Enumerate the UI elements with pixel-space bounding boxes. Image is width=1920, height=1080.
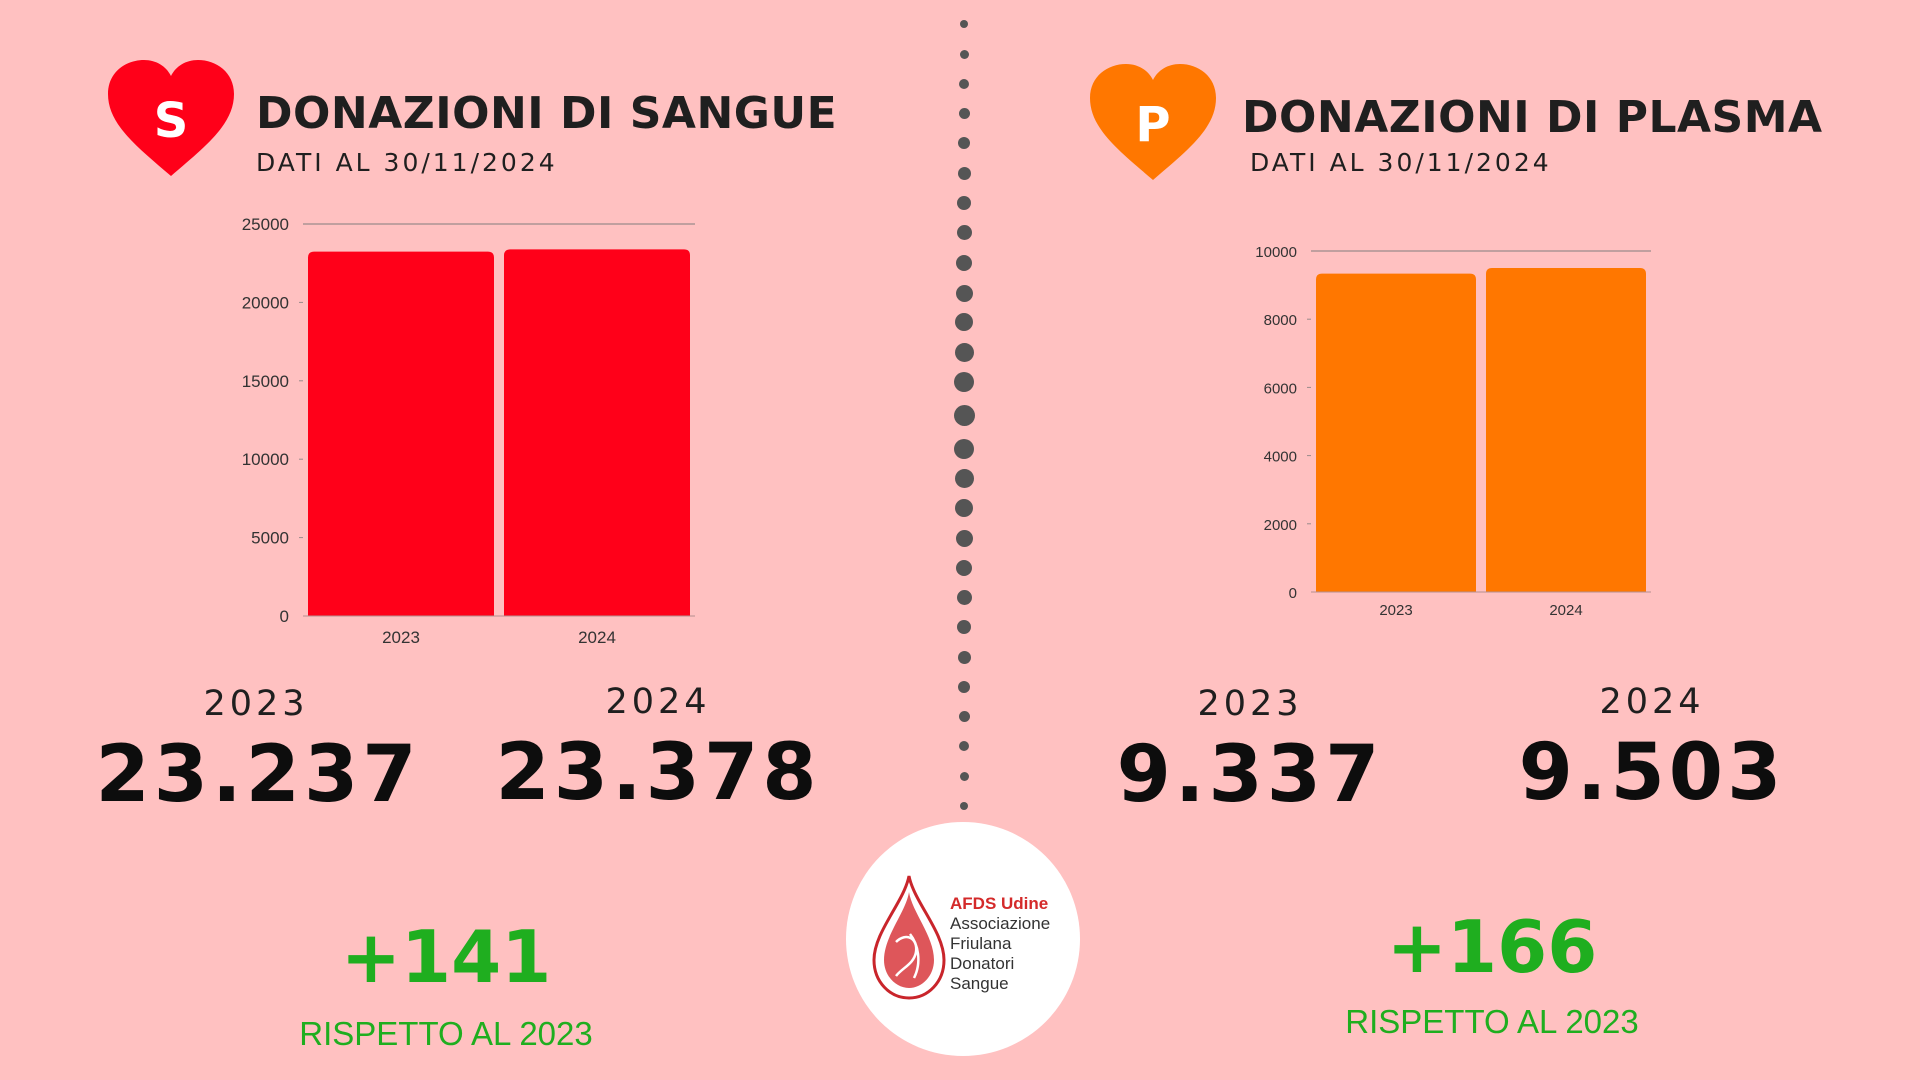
- bar-2024: [1486, 267, 1646, 592]
- logo-line: Associazione: [950, 914, 1051, 933]
- y-tick-label: 25000: [242, 215, 289, 234]
- divider-dot: [954, 372, 974, 392]
- divider-dot: [960, 802, 968, 810]
- bar-2023: [308, 251, 494, 616]
- right-value-a: 9.337: [1116, 730, 1384, 820]
- divider-dot: [955, 499, 973, 517]
- plasma-donations-chart: 0 2000 4000 6000 8000 10000 2023 2024: [1255, 244, 1651, 619]
- badge-letter: P: [1135, 97, 1171, 153]
- blood-donations-chart: 0 5000 10000 15000 20000 25000 2023 2024: [242, 215, 695, 647]
- divider-dot: [956, 224, 972, 240]
- left-value-b: 23.378: [495, 728, 821, 818]
- divider-dot: [954, 439, 974, 459]
- divider-dot: [954, 468, 974, 488]
- right-year-a: 2023: [1197, 684, 1303, 724]
- y-tick-label: 5000: [251, 529, 289, 548]
- logo-line: Donatori: [950, 954, 1015, 973]
- logo-text: AFDS Udine Associazione Friulana Donator…: [950, 894, 1050, 994]
- left-delta-caption: RISPETTO AL 2023: [299, 1015, 593, 1052]
- left-value-a: 23.237: [95, 730, 421, 820]
- x-tick-label: 2024: [1549, 602, 1582, 619]
- divider-dot: [958, 710, 970, 722]
- y-tick-label: 15000: [242, 372, 289, 391]
- left-year-b: 2024: [605, 682, 711, 722]
- right-delta: +166: [1386, 905, 1598, 989]
- divider-dot: [957, 166, 971, 180]
- heart-icon: [108, 60, 234, 176]
- right-value-b: 9.503: [1518, 728, 1786, 818]
- divider-dot: [959, 741, 969, 751]
- left-year-a: 2023: [203, 684, 309, 724]
- left-title: DONAZIONI DI SANGUE: [256, 88, 838, 139]
- bar-2023: [1316, 273, 1476, 592]
- right-subtitle: DATI AL 30/11/2024: [1250, 148, 1552, 177]
- divider-dot: [958, 137, 970, 149]
- blood-heart-badge: S: [106, 58, 236, 178]
- right-delta-caption: RISPETTO AL 2023: [1345, 1003, 1639, 1040]
- divider-dot: [958, 107, 970, 119]
- badge-letter: S: [153, 93, 189, 149]
- divider-dot: [953, 404, 975, 426]
- right-title: DONAZIONI DI PLASMA: [1242, 92, 1823, 143]
- divider-dot: [959, 771, 969, 781]
- divider-dot: [957, 620, 971, 634]
- divider-dot: [957, 650, 971, 664]
- x-tick-label: 2024: [578, 628, 616, 647]
- y-tick-label: 0: [1289, 585, 1297, 602]
- heart-icon: [1090, 64, 1216, 180]
- x-tick-label: 2023: [1379, 602, 1412, 619]
- divider-dot: [955, 529, 973, 547]
- divider-dot: [957, 196, 971, 210]
- divider-dot: [954, 342, 974, 362]
- y-tick-label: 0: [280, 607, 289, 626]
- y-tick-label: 4000: [1264, 449, 1297, 466]
- divider-dot: [956, 589, 972, 605]
- divider-dot: [955, 313, 973, 331]
- divider-dot: [959, 49, 969, 59]
- y-tick-label: 2000: [1264, 517, 1297, 534]
- blood-drop-icon: [872, 875, 946, 1000]
- divider-dot: [960, 20, 968, 28]
- divider-dot: [956, 560, 972, 576]
- afds-logo: AFDS Udine Associazione Friulana Donator…: [846, 822, 1080, 1056]
- plasma-heart-badge: P: [1088, 62, 1218, 182]
- y-tick-label: 20000: [242, 293, 289, 312]
- left-delta: +141: [340, 915, 552, 999]
- logo-line: Sangue: [950, 974, 1009, 993]
- y-tick-label: 10000: [242, 450, 289, 469]
- y-tick-label: 8000: [1264, 312, 1297, 329]
- logo-line: Friulana: [950, 934, 1012, 953]
- divider-dot: [955, 284, 973, 302]
- divider-dot: [959, 79, 969, 89]
- divider-dot: [958, 681, 970, 693]
- right-year-b: 2024: [1599, 682, 1705, 722]
- y-tick-label: 6000: [1264, 380, 1297, 397]
- x-tick-label: 2023: [382, 628, 420, 647]
- y-tick-label: 10000: [1255, 244, 1297, 261]
- bar-2024: [504, 249, 690, 616]
- logo-brand: AFDS Udine: [950, 894, 1049, 913]
- left-subtitle: DATI AL 30/11/2024: [256, 148, 558, 177]
- divider-dot: [956, 255, 972, 271]
